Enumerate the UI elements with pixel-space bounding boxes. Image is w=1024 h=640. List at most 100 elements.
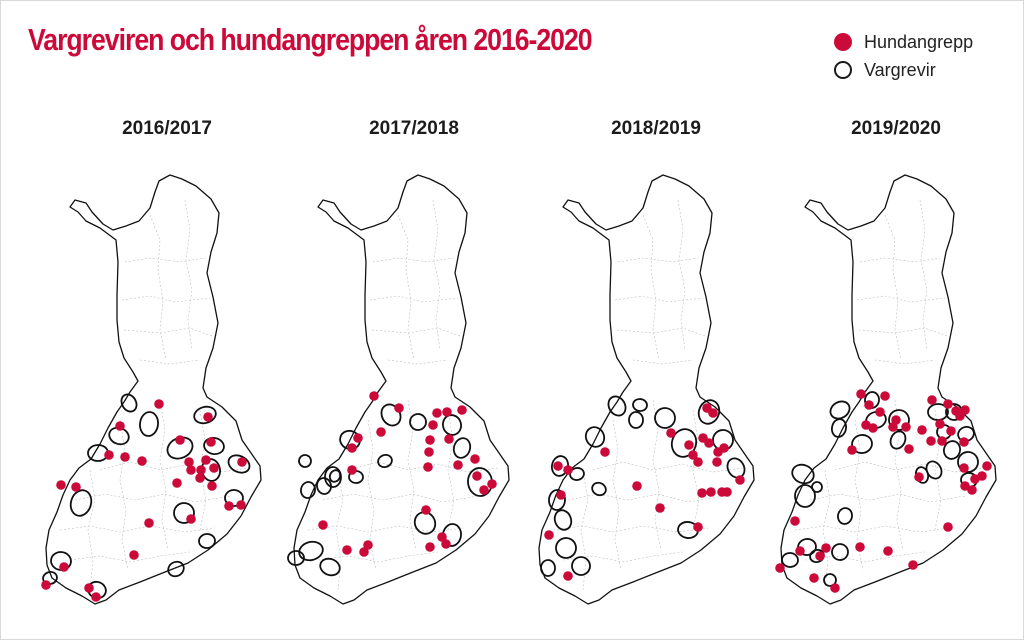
dog-attack-point xyxy=(943,399,953,409)
municipal-boundary-line xyxy=(397,214,415,361)
wolf-territory xyxy=(829,400,851,420)
dog-attack-point xyxy=(347,465,357,475)
dog-attack-point xyxy=(775,563,785,573)
municipal-boundary-line xyxy=(858,327,948,337)
dog-attack-point xyxy=(880,391,890,401)
municipal-boundary-line xyxy=(834,461,986,473)
dog-attack-point xyxy=(137,456,147,466)
dog-attack-point xyxy=(237,457,247,467)
municipal-boundary-line xyxy=(884,214,902,361)
municipal-boundary-line xyxy=(149,214,167,361)
dog-attack-point xyxy=(195,473,205,483)
municipal-boundary-line xyxy=(372,257,454,263)
dog-attack-point xyxy=(655,503,665,513)
dog-attack-point xyxy=(943,522,953,532)
wolf-territory xyxy=(889,430,907,450)
panel-title-2016-2017: 2016/2017 xyxy=(122,118,212,139)
dog-attack-point xyxy=(144,518,154,528)
panel-title-2019-2020: 2019/2020 xyxy=(851,118,941,139)
dog-attack-point xyxy=(172,478,182,488)
municipal-boundary-line xyxy=(859,257,941,263)
dog-attack-point xyxy=(684,440,694,450)
dog-attack-point xyxy=(927,395,937,405)
municipal-boundary-line xyxy=(447,409,455,531)
dog-attack-point xyxy=(830,583,840,593)
map-panel-2017-2018 xyxy=(287,174,510,605)
dog-attack-point xyxy=(875,407,885,417)
finland-outline xyxy=(45,174,262,605)
municipal-boundary-line xyxy=(407,399,417,551)
dog-attack-point xyxy=(790,516,800,526)
map-panel-2016-2017 xyxy=(41,174,262,605)
wolf-territory xyxy=(339,429,361,451)
legend-label-attack: Hundangrepp xyxy=(864,31,974,52)
municipal-boundary-line xyxy=(307,525,464,533)
dog-attack-point xyxy=(236,500,246,510)
dog-attack-point xyxy=(856,389,866,399)
dog-attack-point xyxy=(855,542,865,552)
wolf-territory xyxy=(837,507,853,525)
dog-attack-point xyxy=(41,580,51,590)
dog-attack-point xyxy=(104,450,114,460)
municipal-boundary-line xyxy=(854,419,864,571)
wolf-territory xyxy=(670,428,698,458)
dog-attack-point xyxy=(563,571,573,581)
dog-attack-point xyxy=(937,436,947,446)
dog-attack-point xyxy=(970,474,980,484)
dog-attack-point xyxy=(982,461,992,471)
municipal-boundary-line xyxy=(369,295,459,303)
dog-attack-point xyxy=(206,437,216,447)
dog-attack-point xyxy=(441,539,451,549)
dog-attack-point xyxy=(632,481,642,491)
panel-title-2017-2018: 2017/2018 xyxy=(369,118,459,139)
municipal-boundary-line xyxy=(856,295,946,303)
dog-attack-point xyxy=(600,447,610,457)
dog-attack-point xyxy=(693,522,703,532)
municipal-boundary-line xyxy=(69,551,191,563)
dog-attack-point xyxy=(706,487,716,497)
wolf-territory xyxy=(697,399,721,425)
dog-attack-point xyxy=(423,462,433,472)
dog-attack-point xyxy=(472,471,482,481)
territory-marker-icon xyxy=(834,61,852,79)
dog-attack-point xyxy=(175,435,185,445)
wolf-territory xyxy=(298,454,312,468)
dog-attack-point xyxy=(708,408,718,418)
dog-attack-point xyxy=(847,445,857,455)
wolf-territory xyxy=(167,560,185,578)
municipal-boundary-line xyxy=(612,419,622,571)
dog-attack-point xyxy=(967,485,977,495)
wolf-territory xyxy=(540,559,556,577)
dog-attack-point xyxy=(960,405,970,415)
wolf-territory xyxy=(726,457,746,479)
wolf-territory xyxy=(654,407,676,429)
dog-attack-point xyxy=(84,583,94,593)
municipal-boundary-line xyxy=(804,551,926,563)
wolf-territory xyxy=(377,453,393,469)
dog-attack-point xyxy=(861,420,871,430)
wolf-territory xyxy=(781,552,799,568)
dog-attack-point xyxy=(719,443,729,453)
dog-attack-point xyxy=(815,551,825,561)
dog-attack-point xyxy=(959,463,969,473)
wolf-territory xyxy=(42,571,58,585)
dog-attack-point xyxy=(479,485,489,495)
municipal-boundary-line xyxy=(184,199,193,351)
municipal-boundary-line xyxy=(692,409,700,531)
municipal-boundary-line xyxy=(822,469,831,591)
dog-attack-point xyxy=(184,457,194,467)
wolf-territory xyxy=(120,393,138,413)
municipal-boundary-line xyxy=(642,214,660,361)
dog-attack-point xyxy=(697,488,707,498)
dog-attack-point xyxy=(209,463,219,473)
dog-attack-point xyxy=(71,482,81,492)
municipal-boundary-line xyxy=(432,199,441,351)
municipal-boundary-line xyxy=(121,295,211,303)
dog-attack-point xyxy=(888,422,898,432)
wolf-territory xyxy=(548,489,566,511)
municipal-boundary-line xyxy=(616,327,706,337)
dog-attack-point xyxy=(424,447,434,457)
dog-attack-point xyxy=(425,542,435,552)
dog-attack-point xyxy=(428,420,438,430)
